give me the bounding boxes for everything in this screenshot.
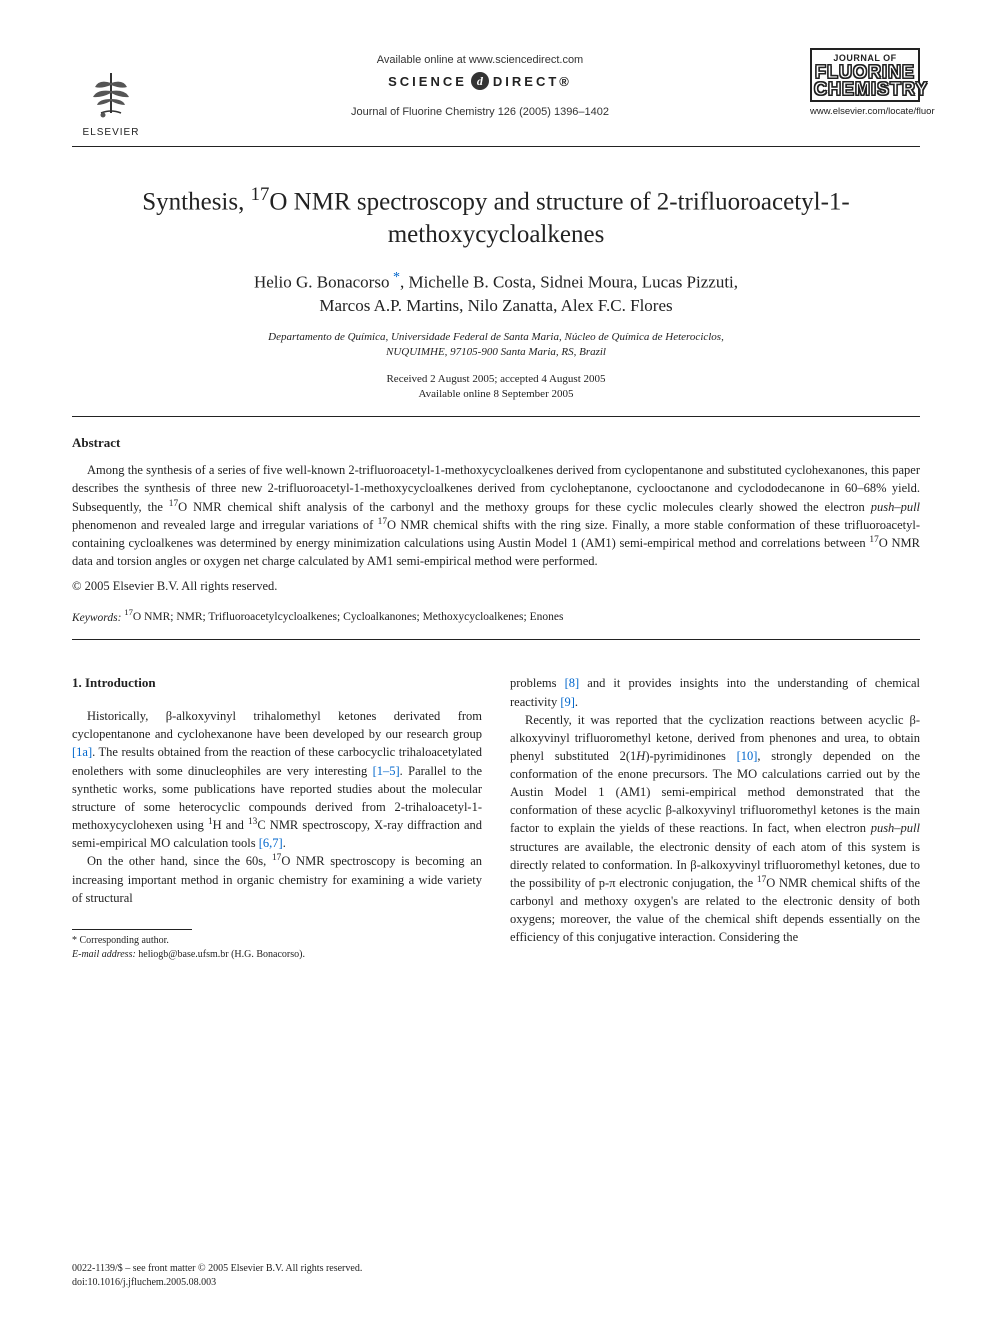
title-pre: Synthesis, [142,188,250,215]
left-column: 1. Introduction Historically, β-alkoxyvi… [72,674,482,962]
journal-logo-chemistry: CHEMISTRY [814,81,916,98]
keywords-label: Keywords: [72,611,121,623]
ref-link[interactable]: [6,7] [259,836,283,850]
authors-list: Helio G. Bonacorso *, Michelle B. Costa,… [72,269,920,318]
ref-link[interactable]: [1–5] [373,764,400,778]
body-columns: 1. Introduction Historically, β-alkoxyvi… [72,674,920,962]
article-dates: Received 2 August 2005; accepted 4 Augus… [72,372,920,403]
intro-p3: Recently, it was reported that the cycli… [510,711,920,947]
header-rule [72,146,920,147]
keywords: Keywords: 17O NMR; NMR; Trifluoroacetylc… [72,608,920,624]
available-online-text: Available online at www.sciencedirect.co… [150,54,810,66]
sciencedirect-icon: d [471,72,489,90]
copyright-line: © 2005 Elsevier B.V. All rights reserved… [72,579,920,594]
ref-link[interactable]: [8] [565,676,580,690]
direct-text: DIRECT® [493,74,572,89]
abstract-rule [72,639,920,640]
email-value: heliogb@base.ufsm.br (H.G. Bonacorso). [136,949,305,960]
affiliation: Departamento de Química, Universidade Fe… [72,330,920,360]
elsevier-logo: ELSEVIER [72,48,150,138]
corr-author-note: * Corresponding author. [72,934,482,948]
science-text: SCIENCE [388,74,467,89]
journal-url: www.elsevier.com/locate/fluor [810,106,920,117]
corresponding-mark-icon: * [389,270,400,285]
email-label: E-mail address: [72,949,136,960]
abstract-heading: Abstract [72,435,920,451]
intro-p2: On the other hand, since the 60s, 17O NM… [72,852,482,907]
corresponding-footnote: * Corresponding author. E-mail address: … [72,934,482,962]
abstract-body: Among the synthesis of a series of five … [72,461,920,570]
page-footer: 0022-1139/$ – see front matter © 2005 El… [72,1262,920,1289]
title-rule [72,416,920,417]
elsevier-label: ELSEVIER [83,127,140,138]
journal-logo: JOURNAL OF FLUORINE CHEMISTRY www.elsevi… [810,48,920,117]
footer-line2: doi:10.1016/j.jfluchem.2005.08.003 [72,1276,920,1290]
title-sup: 17 [251,184,270,205]
ref-link[interactable]: [1a] [72,745,92,759]
ref-link[interactable]: [10] [737,749,758,763]
ref-link[interactable]: [9] [560,695,575,709]
title-post: O NMR spectroscopy and structure of 2-tr… [269,188,849,248]
footnote-rule [72,929,192,930]
journal-logo-box: JOURNAL OF FLUORINE CHEMISTRY [810,48,920,102]
right-column: problems [8] and it provides insights in… [510,674,920,962]
journal-citation: Journal of Fluorine Chemistry 126 (2005)… [150,106,810,118]
footer-line1: 0022-1139/$ – see front matter © 2005 El… [72,1262,920,1276]
intro-p2-cont: problems [8] and it provides insights in… [510,674,920,710]
article-title: Synthesis, 17O NMR spectroscopy and stru… [72,183,920,251]
science-direct-logo: SCIENCE d DIRECT® [388,72,572,90]
received-date: Received 2 August 2005; accepted 4 Augus… [386,373,605,385]
page-header: ELSEVIER Available online at www.science… [72,48,920,138]
elsevier-tree-icon [81,65,141,125]
corr-email: E-mail address: heliogb@base.ufsm.br (H.… [72,948,482,962]
intro-p1: Historically, β-alkoxyvinyl trihalomethy… [72,707,482,852]
header-center: Available online at www.sciencedirect.co… [150,48,810,118]
section-1-heading: 1. Introduction [72,674,482,693]
online-date: Available online 8 September 2005 [419,388,574,400]
keywords-text: 17O NMR; NMR; Trifluoroacetylcycloalkene… [121,611,563,623]
